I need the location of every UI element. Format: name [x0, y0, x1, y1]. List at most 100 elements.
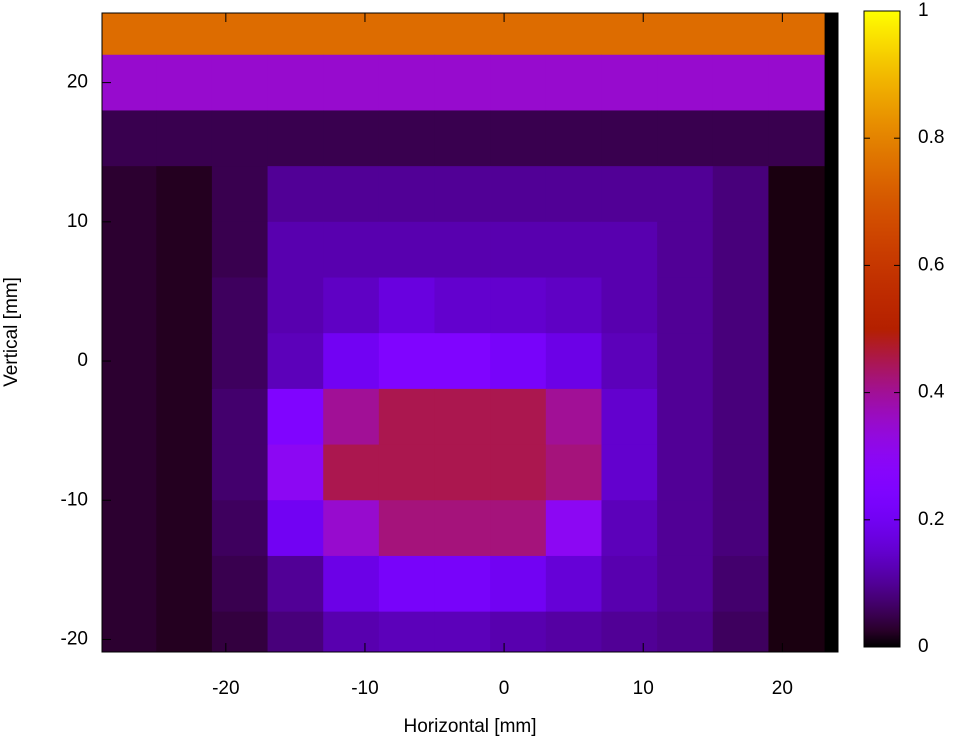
heatmap-cell: [156, 388, 213, 446]
heatmap-cell: [102, 277, 157, 334]
heatmap-cell: [102, 13, 157, 56]
heatmap-cell: [211, 555, 269, 613]
heatmap-cell: [378, 166, 436, 223]
heatmap-cell: [490, 388, 547, 446]
heatmap-cell: [601, 611, 658, 652]
heatmap-cell: [712, 166, 769, 223]
heatmap-cell: [768, 277, 825, 334]
heatmap-cell: [657, 54, 714, 111]
heatmap-cell: [211, 110, 269, 167]
heatmap-cell: [601, 500, 658, 557]
heatmap-cell: [323, 54, 380, 111]
heatmap-cell: [211, 388, 269, 446]
heatmap-cell: [490, 444, 547, 501]
heatmap-cell: [601, 277, 658, 334]
heatmap-cell: [657, 221, 714, 279]
heatmap-cell: [211, 221, 269, 279]
heatmap-cell: [490, 166, 547, 223]
heatmap-cell: [712, 611, 769, 652]
heatmap-cell: [156, 277, 213, 334]
heatmap-cell: [768, 221, 825, 279]
heatmap-cell: [434, 54, 491, 111]
heatmap-cell: [267, 221, 324, 279]
heatmap-cell: [323, 444, 380, 501]
heatmap-cell: [102, 110, 157, 167]
heatmap-cell: [601, 333, 658, 390]
heatmap-cell: [601, 13, 658, 56]
heatmap-cell: [601, 555, 658, 613]
heatmap-cell: [211, 277, 269, 334]
heatmap-cell: [601, 166, 658, 223]
heatmap-cell: [434, 13, 491, 56]
heatmap-cell: [490, 555, 547, 613]
heatmap-cell: [657, 388, 714, 446]
heatmap-cell: [545, 611, 602, 652]
heatmap-cell: [545, 388, 602, 446]
colorbar-tick-label: 0: [918, 636, 929, 657]
heatmap-cell: [378, 277, 436, 334]
heatmap-cell: [490, 221, 547, 279]
heatmap-cell: [657, 555, 714, 613]
heatmap-cell: [601, 110, 658, 167]
heatmap-cell: [378, 333, 436, 390]
heatmap-cell: [712, 500, 769, 557]
heatmap-cell: [156, 444, 213, 501]
heatmap-cell: [657, 333, 714, 390]
heatmap-cell: [323, 221, 380, 279]
heatmap-cell: [378, 444, 436, 501]
heatmap-cell: [545, 277, 602, 334]
heatmap-cell: [211, 611, 269, 652]
heatmap-cell: [267, 110, 324, 167]
heatmap-cell: [434, 500, 491, 557]
heatmap-cell: [490, 611, 547, 652]
colorbar-tick-label: 0.6: [918, 254, 944, 275]
heatmap-cell: [102, 333, 157, 390]
heatmap-cell: [434, 221, 491, 279]
heatmap-cell: [267, 500, 324, 557]
heatmap-cell: [211, 166, 269, 223]
heatmap-cell: [102, 611, 157, 652]
heatmap-cell: [434, 110, 491, 167]
heatmap-cell: [267, 54, 324, 111]
heatmap-cell: [156, 500, 213, 557]
heatmap-cell: [712, 555, 769, 613]
heatmap-cell: [102, 166, 157, 223]
heatmap-cell: [712, 388, 769, 446]
heatmap-cell: [267, 166, 324, 223]
heatmap-cell: [156, 110, 213, 167]
x-tick-label: -20: [212, 678, 239, 699]
heatmap-cell: [768, 388, 825, 446]
heatmap-cell: [267, 444, 324, 501]
heatmap-cell: [434, 388, 491, 446]
heatmap-cell: [211, 500, 269, 557]
y-tick-label: -20: [61, 628, 88, 649]
colorbar-tick-label: 0.2: [918, 509, 944, 530]
heatmap-cell: [102, 444, 157, 501]
heatmap-cell: [657, 444, 714, 501]
heatmap-cell: [545, 444, 602, 501]
heatmap-cell: [323, 611, 380, 652]
heatmap-cell: [490, 277, 547, 334]
heatmap-cell: [545, 555, 602, 613]
heatmap-cell: [323, 166, 380, 223]
heatmap-cell: [490, 13, 547, 56]
heatmap-cell: [657, 110, 714, 167]
colorbar-tick-label: 0.4: [918, 382, 945, 403]
heatmap-cell: [657, 166, 714, 223]
heatmap-cell: [545, 500, 602, 557]
heatmap-cell: [434, 555, 491, 613]
heatmap-cell: [434, 333, 491, 390]
heatmap-cell: [490, 110, 547, 167]
colorbar-tick-label: 0.8: [918, 127, 944, 148]
heatmap-cell: [378, 54, 436, 111]
heatmap-cell: [712, 277, 769, 334]
heatmap-cell: [545, 13, 602, 56]
heatmap-cell: [323, 13, 380, 56]
y-tick-label: 20: [67, 72, 88, 93]
heatmap-cell: [434, 277, 491, 334]
heatmap-cell: [545, 221, 602, 279]
heatmap-cell: [601, 221, 658, 279]
x-tick-label: 0: [499, 678, 510, 699]
heatmap-cell: [102, 388, 157, 446]
